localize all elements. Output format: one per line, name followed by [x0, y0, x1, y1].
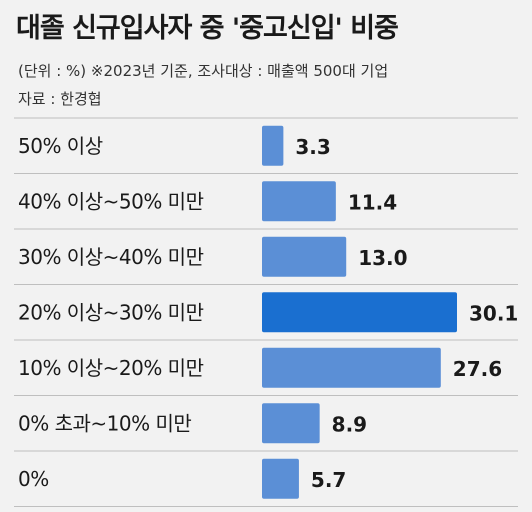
category-label: 40% 이상~50% 미만: [18, 189, 204, 213]
bar: [262, 403, 320, 444]
value-label: 13.0: [358, 246, 407, 270]
value-label: 11.4: [348, 190, 397, 214]
chart-title: 대졸 신규입사자 중 '중고신입' 비중: [16, 13, 399, 44]
bar: [262, 347, 441, 388]
bar: [262, 458, 299, 499]
category-label: 50% 이상: [18, 134, 103, 158]
value-label: 3.3: [295, 135, 330, 159]
chart-source: 자료 : 한경협: [18, 90, 102, 108]
bar-highlight: [262, 292, 457, 333]
value-label: 5.7: [311, 468, 346, 492]
category-label: 10% 이상~20% 미만: [18, 356, 204, 380]
bar: [262, 181, 336, 222]
category-label: 0%: [18, 467, 49, 491]
bar: [262, 236, 347, 277]
bar: [262, 125, 284, 166]
value-label: 30.1: [469, 301, 518, 325]
category-label: 0% 초과~10% 미만: [18, 411, 191, 435]
category-label: 20% 이상~30% 미만: [18, 300, 204, 324]
value-label: 27.6: [453, 357, 502, 381]
value-label: 8.9: [332, 412, 367, 436]
category-label: 30% 이상~40% 미만: [18, 245, 204, 269]
chart-note: (단위 : %) ※2023년 기준, 조사대상 : 매출액 500대 기업: [18, 62, 389, 80]
